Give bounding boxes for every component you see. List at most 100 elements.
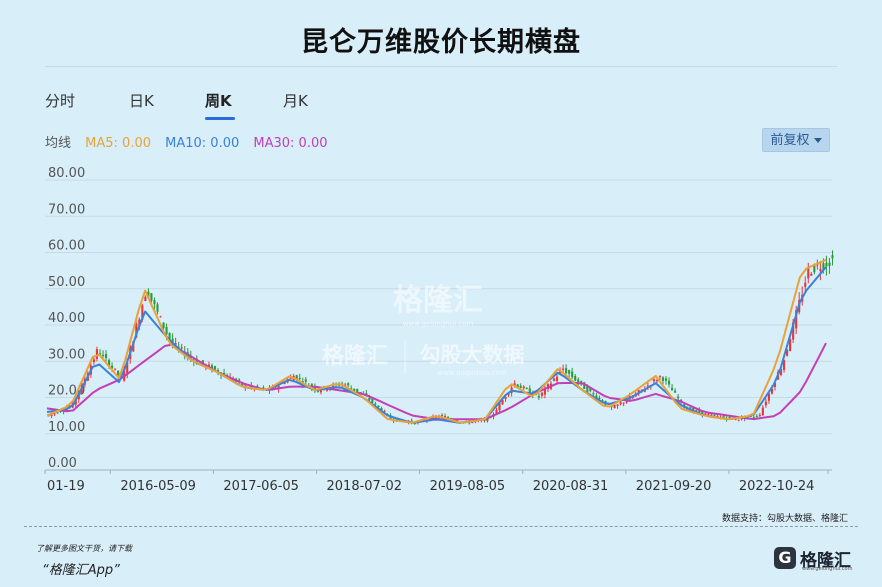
candle-body — [141, 305, 144, 320]
data-source: 数据支持：勾股大数据、格隆汇 — [721, 514, 848, 524]
candle-body — [150, 293, 153, 301]
candle-body — [522, 386, 525, 389]
candle-body — [107, 360, 111, 368]
y-tick-label: 60.00 — [48, 239, 85, 254]
candle-body — [283, 382, 286, 384]
ma5-legend: MA5: 0.00 — [85, 136, 151, 151]
candle-body — [368, 397, 371, 401]
candle-body — [319, 390, 322, 393]
candle-body — [646, 385, 649, 387]
candle-body — [56, 412, 59, 414]
candle-body — [671, 387, 674, 391]
candle-body — [153, 300, 156, 305]
candle-body — [347, 383, 350, 386]
x-tick-label: 01-19 — [47, 479, 85, 494]
candle-body — [540, 392, 543, 396]
candle-body — [789, 339, 792, 352]
candle-body — [156, 304, 159, 312]
candle-body — [516, 384, 519, 388]
candle-body — [749, 415, 752, 417]
candle-body — [486, 418, 489, 422]
candle-body — [447, 417, 450, 419]
candle-body — [667, 380, 671, 385]
ma30-legend: MA30: 0.00 — [253, 136, 328, 151]
candle-body — [195, 358, 198, 365]
candle-body — [767, 393, 770, 401]
candle-body — [180, 347, 183, 349]
candle-body — [165, 327, 168, 335]
candle-body — [586, 385, 589, 393]
candle-body — [770, 388, 774, 394]
candle-body — [622, 402, 625, 404]
x-tick-label: 2022-10-24 — [739, 479, 815, 494]
watermark-brand-2: 格隆汇 — [322, 343, 388, 369]
candle-body — [619, 402, 622, 405]
candle-body — [822, 263, 825, 270]
candle-body — [804, 282, 807, 287]
y-tick-label: 30.00 — [48, 347, 85, 362]
candle-body — [111, 365, 114, 369]
candle-body — [356, 388, 359, 393]
candle-body — [471, 421, 474, 423]
candle-body — [117, 370, 120, 376]
candle-body — [95, 349, 99, 359]
candle-body — [640, 389, 643, 391]
candle-body — [819, 269, 822, 271]
candle-body — [807, 267, 810, 279]
candle-body — [59, 410, 62, 412]
candle-body — [440, 414, 444, 416]
brand-logo: G 格隆汇 www.gelonghui.com — [774, 545, 854, 573]
candle-body — [525, 388, 528, 390]
candle-body — [658, 375, 662, 377]
candle-body — [513, 383, 516, 387]
candle-body — [559, 370, 562, 374]
candle-body — [543, 387, 546, 395]
candle-body — [144, 296, 147, 302]
x-tick-label: 2020-08-31 — [533, 479, 609, 494]
candle-body — [752, 416, 755, 418]
candle-body — [316, 390, 319, 392]
candle-body — [562, 368, 565, 370]
candle-body — [371, 398, 374, 403]
promo-app-name: “格隆汇App” — [42, 563, 120, 578]
tab-monthly-k[interactable]: 月K — [283, 92, 308, 110]
candle-body — [761, 407, 764, 416]
candle-body — [537, 395, 540, 398]
candle-body — [159, 316, 162, 318]
watermark-gogu-url: www.gogudata.com — [437, 369, 506, 377]
ma5-line — [46, 258, 827, 424]
candle-body — [50, 414, 53, 416]
ma10-legend: MA10: 0.00 — [165, 136, 240, 151]
candle-body — [595, 395, 598, 399]
candle-body — [613, 405, 616, 409]
candle-body — [722, 415, 725, 418]
tab-weekly-k[interactable]: 周K — [205, 92, 232, 110]
candle-body — [755, 415, 758, 417]
tab-daily-k[interactable]: 日K — [129, 92, 154, 110]
candle-body — [792, 322, 795, 340]
candle-body — [377, 405, 380, 408]
price-adjust-label: 前复权 — [770, 133, 810, 148]
candle-body — [135, 323, 138, 338]
price-adjust-dropdown[interactable]: 前复权 — [762, 128, 830, 152]
candle-body — [498, 403, 501, 411]
candle-body — [298, 378, 301, 380]
candle-body — [519, 385, 522, 389]
x-tick-label: 2021-09-20 — [636, 479, 712, 494]
watermark-brand: 格隆汇 — [393, 283, 483, 318]
candle-body — [207, 364, 210, 368]
candle-body — [655, 380, 658, 382]
ma-legend: 均线 MA5: 0.00 MA10: 0.00 MA30: 0.00 — [45, 132, 338, 151]
candle-body — [589, 387, 592, 392]
candle-body — [528, 388, 531, 395]
candle-body — [577, 379, 580, 383]
x-tick-label: 2016-05-09 — [120, 479, 196, 494]
candle-body — [701, 411, 704, 415]
logo-text: 格隆汇 — [800, 551, 851, 571]
candle-body — [810, 273, 813, 276]
candle-body — [223, 372, 226, 375]
tab-intraday[interactable]: 分时 — [45, 92, 76, 110]
candle-body — [74, 399, 77, 405]
candle-body — [147, 291, 150, 298]
candle-body — [565, 368, 568, 374]
